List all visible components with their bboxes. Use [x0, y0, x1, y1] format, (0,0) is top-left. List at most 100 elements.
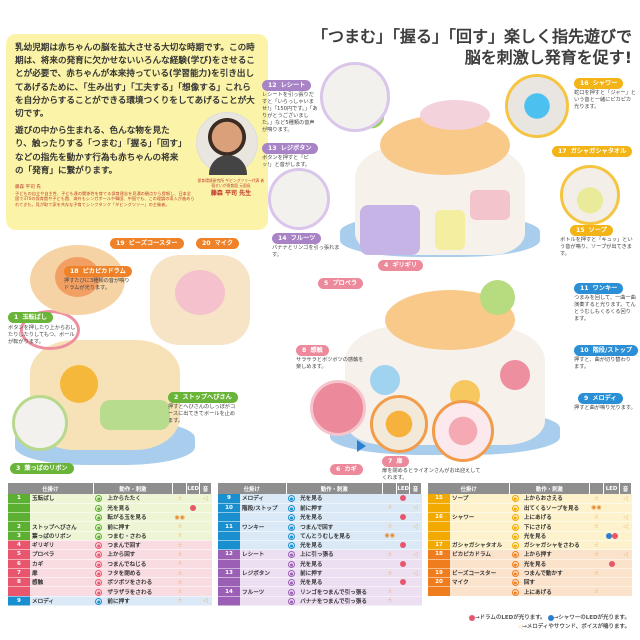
- callout-number: 1: [14, 314, 19, 321]
- hand-icon: ☝: [382, 503, 397, 514]
- led-cell: [186, 494, 200, 504]
- drum-led-icon: [468, 614, 475, 621]
- step-icon: ●: [511, 523, 519, 531]
- header-led: LED: [186, 483, 200, 494]
- empty-cell: [409, 559, 422, 569]
- row-number: [8, 512, 30, 523]
- row-action: ● 光を見る: [93, 503, 173, 514]
- row-part: マイク: [450, 577, 510, 588]
- row-action: ● 上にあげる: [509, 586, 590, 597]
- led-cell: [396, 540, 410, 551]
- callout-number: 13: [268, 145, 277, 152]
- led-icon: [400, 560, 407, 567]
- table-row: 3 葉っぱのリボン ● つまむ・さわる ☝: [8, 531, 212, 542]
- speaker-icon: ◁: [199, 494, 212, 504]
- row-action-text: 出てくるソープを見る: [523, 505, 580, 512]
- callout-number: 11: [580, 285, 589, 292]
- callout-tag-4: 4 ギリギリ: [378, 260, 424, 271]
- callout-tag-14: 14 フルーツ: [272, 233, 322, 244]
- table-row: 18 ピカピカドラム ● 上から押す ☝ ◁: [428, 549, 632, 560]
- hand-icon: ☝: [172, 521, 187, 532]
- table-row: 13 レジボタン ● 前に押す ☝ ◁: [218, 568, 422, 579]
- step-icon: ●: [288, 560, 296, 568]
- row-part: ギリギリ: [30, 540, 94, 551]
- led-cell: [603, 494, 620, 504]
- callout-name: 階段/ストップ: [592, 347, 633, 354]
- row-part: ストップへびさん: [30, 521, 94, 532]
- row-number: 4: [8, 540, 30, 551]
- empty-cell: [409, 596, 422, 607]
- step-icon: ●: [511, 570, 519, 578]
- step-icon: ●: [511, 560, 519, 568]
- header-action: 動作・刺激: [286, 483, 383, 494]
- hand-icon: ☝: [382, 586, 397, 597]
- row-number: 11: [218, 521, 240, 532]
- row-action: ● 光を見る: [286, 494, 383, 504]
- callout-tag-17: 17 ガシャガシャタオル: [552, 146, 633, 157]
- callout-number: 4: [384, 262, 389, 269]
- callout-name: マイク: [214, 240, 234, 247]
- hand-icon: ☝: [382, 568, 397, 579]
- table-row: ● 出てくるソープを見る ◉◉: [428, 503, 632, 514]
- step-icon: ●: [95, 597, 103, 605]
- table-row: 7 扉 ● フタを閉める ☝: [8, 568, 212, 579]
- callout-desc-16: 蛇口を押すと「ジャー」という音と一緒にピカピカ光ります。: [574, 90, 636, 110]
- hand-icon: ☝: [172, 559, 187, 569]
- professor-portrait: [196, 112, 258, 175]
- row-action-text: 転がる玉を見る: [107, 515, 147, 522]
- callout-name: ピカピカドラム: [82, 268, 126, 275]
- callout-desc-15: ボトルを押すと「キュッ」という音が鳴り、ソープが出てきます。: [560, 237, 633, 257]
- led-cell: [186, 540, 200, 551]
- hand-icon: ☝: [589, 549, 604, 560]
- speaker-icon: ◁: [409, 521, 422, 532]
- empty-cell: [172, 503, 187, 514]
- row-number: 9: [8, 596, 30, 607]
- speaker-icon: ◁: [619, 494, 632, 504]
- row-part: レジボタン: [240, 568, 287, 579]
- row-action: ● 光を見る: [509, 559, 590, 569]
- table-row: ● バナナをつまんで引っ張る ☝: [218, 596, 422, 607]
- table-row: ● 光を見る: [428, 559, 632, 569]
- legend-drum: →ドラムのLEDが光ります。: [474, 615, 546, 621]
- row-action-text: 前に押す: [300, 571, 323, 578]
- step-icon: ●: [288, 495, 296, 503]
- row-part: 葉っぱのリボン: [30, 531, 94, 542]
- callout-name: ギリギリ: [392, 262, 418, 269]
- row-number: 15: [428, 494, 450, 504]
- table-row: 20 マイク ● 回す: [428, 577, 632, 588]
- callout-desc-2: 押すとへびさんのしっぽがコースに出てきてボールを止めます。: [168, 404, 236, 424]
- row-action-text: 上から押す: [523, 552, 552, 559]
- row-action: ● 前に押す: [93, 596, 173, 607]
- callout-tag-12: 12 レシート: [262, 80, 312, 91]
- row-action-text: てんとうむしを見る: [300, 533, 351, 540]
- empty-cell: [199, 577, 212, 588]
- empty-cell: [619, 586, 632, 597]
- empty-cell: [589, 559, 604, 569]
- shower-led-icon: [547, 614, 554, 621]
- led-icon: [190, 504, 197, 511]
- step-icon: ●: [95, 514, 103, 522]
- empty-cell: [382, 512, 397, 523]
- table-row: 19 ビーズコースター ● つまんで動かす ☝: [428, 568, 632, 579]
- row-part: [450, 531, 510, 542]
- row-number: 10: [218, 503, 240, 514]
- table-row: ● ザラザラをさわる ☝: [8, 586, 212, 597]
- row-number: [8, 586, 30, 597]
- table-header: 仕掛け 動作・刺激 LED 音: [428, 483, 632, 494]
- callout-tag-2: 2 ストップへびさん: [168, 392, 238, 403]
- row-action: ● 前に押す: [93, 521, 173, 532]
- step-icon: ●: [95, 560, 103, 568]
- row-number: [428, 559, 450, 569]
- row-number: 8: [8, 577, 30, 588]
- row-part: [450, 586, 510, 597]
- row-action-text: 前に押す: [107, 524, 130, 531]
- row-action: ● ザラザラをさわる: [93, 586, 173, 597]
- step-icon: ●: [95, 523, 103, 531]
- led-icon: [605, 532, 612, 539]
- row-action-text: 前に押す: [300, 505, 323, 512]
- row-action-text: 光を見る: [300, 496, 323, 503]
- row-part: [30, 503, 94, 514]
- row-action-text: つまんで回す: [300, 524, 334, 531]
- callout-name: カギ: [344, 466, 357, 473]
- callout-desc-14: バナナとリンゴを引っ張れます。: [272, 245, 340, 258]
